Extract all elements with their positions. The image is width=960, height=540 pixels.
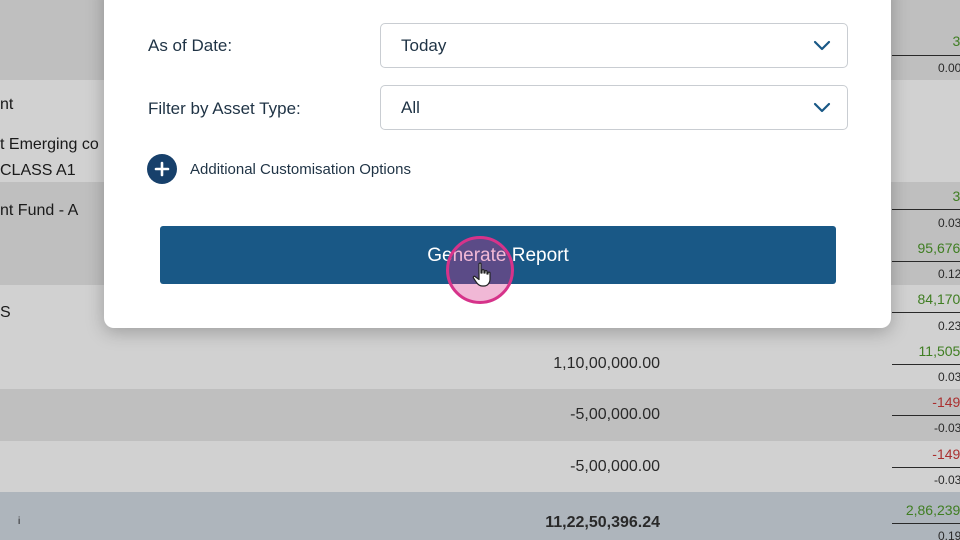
gain-value: 95,676.1 xyxy=(917,240,960,256)
loss-value: -149.9 xyxy=(932,446,960,462)
gain-percent: 0.23% xyxy=(937,319,960,333)
holding-name: t Emerging co xyxy=(0,136,99,153)
holding-name-line2: CLASS A1 xyxy=(0,162,76,179)
gain-percent: 0.03% xyxy=(937,370,960,384)
as-of-date-select[interactable]: Today xyxy=(380,23,848,68)
gain-percent: 0.19% xyxy=(937,529,960,540)
asset-type-value: All xyxy=(401,98,420,117)
table-total-row xyxy=(0,492,960,540)
as-of-date-value: Today xyxy=(401,36,447,55)
gain-value: 11,505.7 xyxy=(918,343,960,359)
holding-amount: -5,00,000.00 xyxy=(570,406,660,423)
loss-value: -149.9 xyxy=(932,394,960,410)
plus-icon xyxy=(154,161,170,177)
add-customisation-button[interactable] xyxy=(147,154,177,184)
holding-name: nt xyxy=(0,96,14,113)
customisation-options-link[interactable]: Additional Customisation Options xyxy=(190,161,411,178)
gain-percent: 0.12% xyxy=(937,267,960,281)
filter-asset-type-label: Filter by Asset Type: xyxy=(148,99,301,118)
table-row xyxy=(0,389,960,441)
gain-value: 3.1 xyxy=(952,33,960,49)
holding-name: S xyxy=(0,304,11,321)
chevron-down-icon xyxy=(813,102,831,113)
holding-amount: -5,00,000.00 xyxy=(570,458,660,475)
gain-percent: -0.03% xyxy=(933,473,960,487)
asset-type-select[interactable]: All xyxy=(380,85,848,130)
chevron-down-icon xyxy=(813,40,831,51)
holding-name: nt Fund - A xyxy=(0,202,79,219)
gain-value: 2,86,239.4 xyxy=(905,502,960,518)
as-of-date-label: As of Date: xyxy=(148,36,233,55)
gain-value: 3.1 xyxy=(952,188,960,204)
total-amount: 11,22,50,396.24 xyxy=(545,514,660,531)
gain-percent: -0.03% xyxy=(933,421,960,435)
hand-pointer-icon xyxy=(472,262,491,287)
holding-amount: 1,10,00,000.00 xyxy=(553,355,660,372)
gain-percent: 0.00% xyxy=(937,61,960,75)
gain-value: 84,170.4 xyxy=(917,291,960,307)
info-marker: i xyxy=(18,516,21,527)
gain-percent: 0.03% xyxy=(937,216,960,230)
